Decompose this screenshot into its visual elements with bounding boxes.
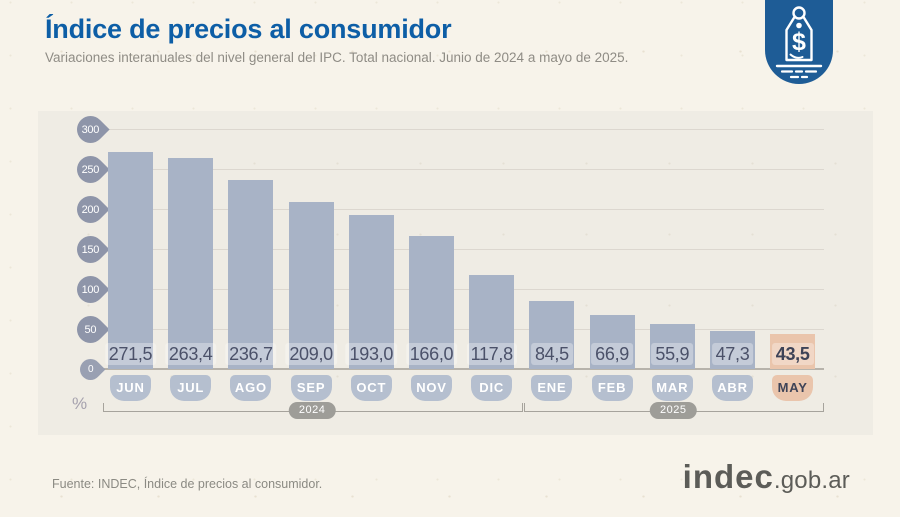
month-label-ago: AGO: [230, 375, 272, 401]
month-label-feb: FEB: [591, 375, 633, 401]
bar-ene: [529, 301, 575, 369]
month-label-may: MAY: [772, 375, 814, 401]
source-note: Fuente: INDEC, Índice de precios al cons…: [52, 477, 323, 491]
y-axis-tick: 0: [75, 354, 105, 384]
bar-value-label: 271,5: [104, 343, 157, 365]
indec-logo-text: indec: [682, 458, 774, 495]
bar-mar: [649, 324, 695, 369]
gridline: [104, 329, 824, 330]
bar-value-label: 209,0: [285, 343, 337, 365]
price-tag-badge: $: [765, 0, 833, 84]
bar-may: [770, 334, 816, 369]
year-pill-2025: 2025: [650, 402, 697, 419]
bar-value-label: 117,8: [466, 343, 517, 365]
month-label-jul: JUL: [170, 375, 212, 401]
bar-value-label: 193,0: [345, 343, 398, 365]
bar-nov: [409, 236, 454, 369]
bar-ago: [228, 179, 274, 369]
bar-value-label: 166,0: [405, 343, 458, 365]
indec-logo: indec .gob.ar: [683, 458, 850, 496]
bar-jun: [108, 151, 153, 369]
bar-value-label: 236,7: [225, 343, 277, 365]
month-label-mar: MAR: [651, 375, 693, 401]
year-pill-2024: 2024: [288, 402, 336, 419]
month-label-sep: SEP: [290, 375, 332, 401]
bar-jul: [168, 158, 214, 369]
bar-value-label: 47,3: [711, 343, 754, 365]
x-axis-line: [104, 368, 824, 370]
y-axis-tick: 100: [70, 269, 110, 309]
y-tick-label: 200: [81, 202, 99, 215]
y-tick-label: 150: [81, 242, 99, 255]
gridline: [104, 209, 824, 210]
y-axis-tick: 50: [70, 309, 110, 349]
price-tag-icon: $: [775, 6, 823, 79]
month-label-dic: DIC: [471, 375, 513, 401]
y-axis-tick: 150: [70, 229, 110, 269]
chart-panel: % 0 50 100 150 200 250 300 271,5 JUN 263,4 JUL 236,…: [38, 109, 873, 435]
bar-value-label: 43,5: [771, 343, 814, 365]
y-axis-tick: 300: [70, 109, 110, 149]
gridline: [104, 129, 824, 130]
month-label-ene: ENE: [531, 375, 573, 401]
month-label-jun: JUN: [110, 375, 151, 401]
tag-dot: [796, 22, 802, 29]
bar-dic: [469, 274, 515, 369]
gridline: [104, 249, 824, 250]
bar-value-label: 263,4: [164, 343, 217, 365]
y-axis-tick: 200: [70, 189, 110, 229]
unit-label: %: [72, 394, 88, 413]
y-tick-label: 300: [81, 122, 99, 135]
y-tick-label: 50: [84, 322, 96, 335]
y-tick-label: 100: [81, 282, 99, 295]
bar-value-label: 55,9: [651, 343, 694, 365]
y-tick-label: 250: [81, 162, 99, 175]
y-tick-label: 0: [87, 363, 93, 375]
bar-value-label: 66,9: [591, 343, 634, 365]
month-label-nov: NOV: [411, 375, 452, 401]
month-label-abr: ABR: [712, 375, 753, 401]
bar-abr: [710, 331, 755, 369]
dollar-glyph: $: [792, 28, 806, 56]
month-label-oct: OCT: [350, 375, 392, 401]
bar-sep: [288, 201, 334, 369]
bar-feb: [589, 315, 635, 369]
indec-logo-suffix: .gob.ar: [773, 467, 850, 494]
bar-value-label: 84,5: [530, 343, 573, 365]
bar-oct: [348, 214, 394, 369]
y-axis-tick: 250: [70, 149, 110, 189]
page-subtitle: Variaciones interanuales del nivel gener…: [45, 50, 629, 65]
gridline: [104, 289, 824, 290]
page-title: Índice de precios al consumidor: [45, 14, 452, 44]
gridline: [104, 169, 824, 170]
